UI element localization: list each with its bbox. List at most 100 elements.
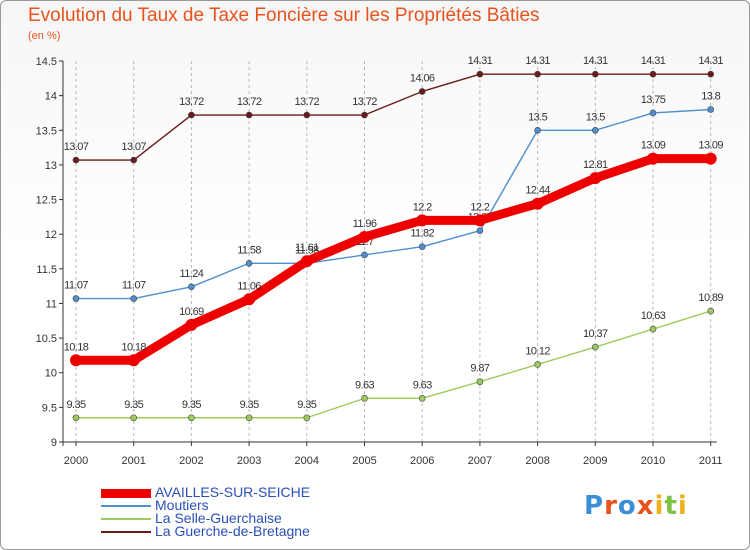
data-point (476, 70, 484, 78)
data-point (649, 109, 657, 117)
series-line-3 (71, 154, 716, 365)
x-tick-label: 2008 (525, 455, 549, 467)
data-label: 11.61 (295, 242, 319, 254)
data-point (358, 230, 371, 243)
data-label: 10.89 (698, 292, 723, 304)
data-point (589, 172, 602, 185)
data-label: 13.07 (64, 141, 89, 153)
data-label: 10.12 (525, 345, 550, 357)
data-point (361, 111, 368, 119)
data-point (707, 106, 715, 113)
data-label: 13.5 (528, 111, 547, 123)
data-label: 9.35 (182, 399, 201, 411)
legend-label: La Selle-Guerchaise (155, 510, 282, 526)
data-point (72, 295, 80, 302)
x-tick-label: 2005 (352, 455, 376, 467)
data-label: 13.5 (586, 111, 605, 123)
series-line-1 (75, 108, 712, 300)
data-label: 11.07 (64, 280, 88, 292)
data-point (647, 152, 659, 165)
data-point (591, 126, 599, 134)
data-label: 9.35 (66, 399, 85, 411)
x-tick-label: 2003 (237, 455, 261, 467)
x-tick-label: 2009 (583, 455, 607, 467)
data-label: 10.63 (641, 310, 666, 322)
data-label: 13.72 (352, 96, 377, 108)
data-label: 14.31 (525, 55, 550, 67)
data-label: 13.09 (641, 140, 666, 152)
x-tick-label: 2000 (64, 455, 88, 467)
data-label: 10.37 (583, 328, 608, 340)
data-label: 11.07 (122, 280, 146, 292)
y-tick-label: 9 (51, 437, 57, 449)
data-label: 12.81 (583, 159, 608, 171)
data-point (649, 70, 657, 78)
data-label: 9.35 (297, 399, 316, 411)
data-point (476, 227, 484, 235)
data-label: 11.82 (410, 228, 434, 240)
data-point (534, 126, 541, 134)
data-label: 11.96 (353, 218, 377, 230)
legend-label: AVAILLES-SUR-SEICHE (155, 484, 311, 500)
data-label: 13.09 (698, 140, 723, 152)
data-label: 9.87 (470, 363, 489, 375)
data-label: 11.58 (295, 244, 319, 256)
data-label: 13.07 (121, 141, 146, 153)
data-point (70, 354, 82, 367)
series-line-0 (75, 73, 712, 161)
data-point (188, 111, 195, 119)
y-tick-label: 13.5 (36, 125, 57, 137)
y-tick-label: 9.5 (42, 402, 57, 414)
data-label: 11.58 (237, 244, 261, 256)
data-label: 14.31 (468, 55, 493, 67)
legend-swatch (101, 531, 151, 533)
legend-swatch (101, 518, 151, 520)
data-point (72, 414, 80, 422)
data-point (300, 255, 313, 268)
x-tick-label: 2011 (699, 455, 723, 467)
data-point (707, 70, 715, 78)
data-point (130, 156, 137, 164)
data-label: 12.2 (413, 201, 432, 213)
y-tick-label: 13 (45, 160, 57, 172)
data-point (531, 197, 544, 210)
legend-label: La Guerche-de-Bretagne (155, 523, 310, 539)
y-tick-label: 14.5 (36, 56, 57, 68)
data-point (707, 307, 715, 315)
data-point (361, 395, 368, 402)
series-line-2 (75, 310, 712, 419)
x-tick-label: 2002 (179, 455, 203, 467)
data-point (476, 378, 484, 386)
data-point (416, 214, 429, 227)
data-point (130, 414, 137, 422)
y-tick-label: 11 (46, 298, 57, 310)
unit-label: (en %) (28, 30, 61, 42)
data-point (72, 156, 80, 164)
data-label: 12.44 (525, 185, 550, 197)
data-point (649, 325, 657, 333)
data-point (188, 283, 195, 291)
data-label: 11.06 (237, 280, 261, 292)
data-point (188, 414, 195, 422)
data-point (418, 88, 426, 95)
data-label: 13.72 (237, 96, 262, 108)
chart-title: Evolution du Taux de Taxe Foncière sur l… (28, 5, 540, 26)
data-point (591, 70, 599, 78)
data-point (361, 251, 368, 259)
data-point (127, 354, 140, 367)
data-label: 14.31 (583, 55, 608, 67)
data-point (534, 361, 541, 368)
x-tick-label: 2004 (295, 455, 319, 467)
data-label: 10.18 (121, 341, 146, 353)
data-label: 13.8 (701, 90, 720, 102)
y-tick-label: 14 (45, 91, 57, 103)
data-point (185, 318, 198, 331)
legend-swatch (101, 488, 151, 498)
data-point (473, 214, 486, 227)
data-label: 9.63 (355, 379, 374, 391)
data-label: 13.75 (641, 94, 666, 106)
data-label: 11.24 (180, 268, 204, 280)
data-point (245, 414, 253, 422)
data-label: 14.31 (698, 55, 723, 67)
